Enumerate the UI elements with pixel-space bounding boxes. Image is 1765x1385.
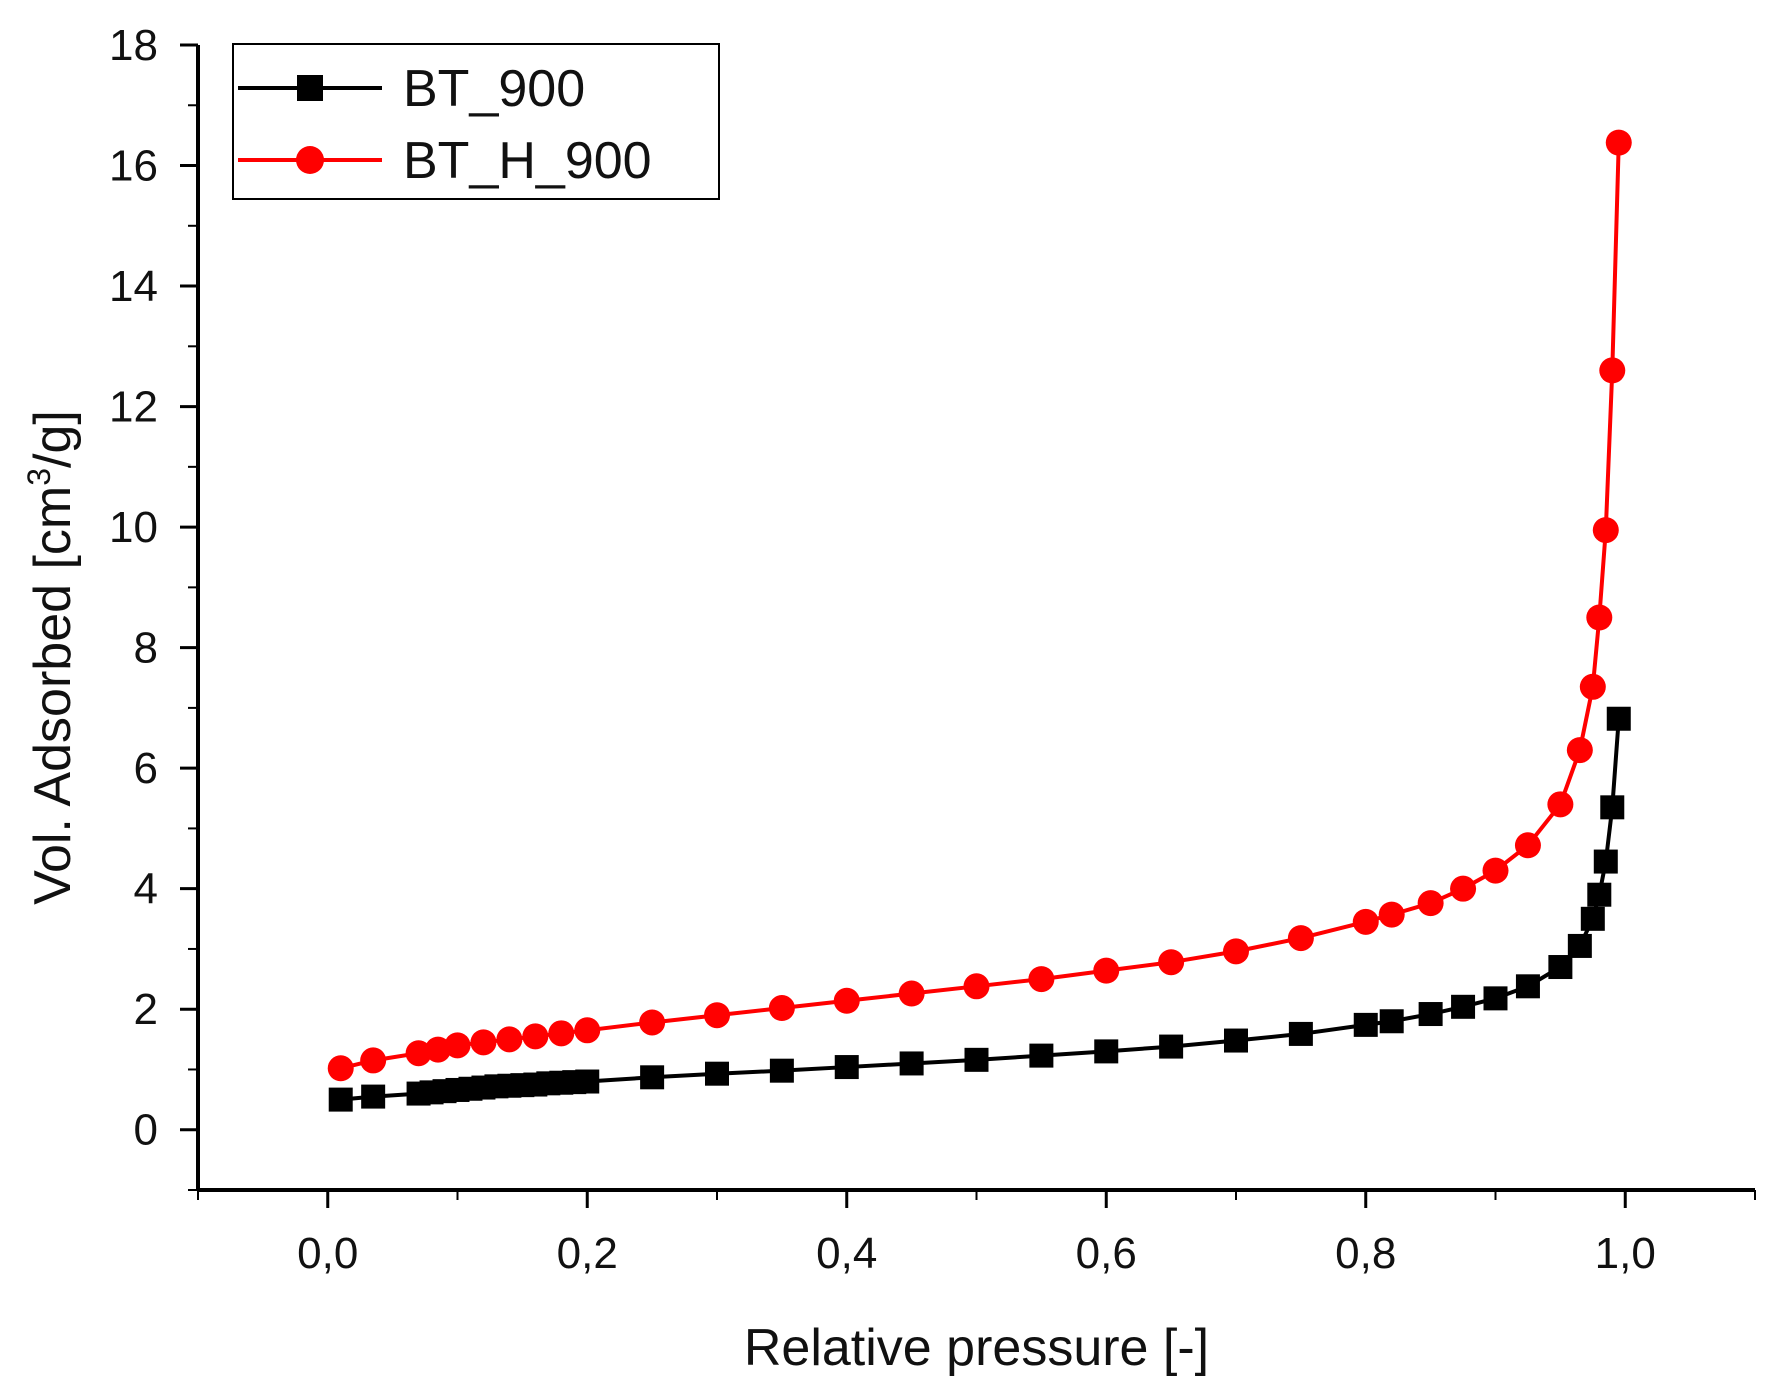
series-bt-h-900 bbox=[327, 129, 1632, 1082]
legend-label-bt-h-900: BT_H_900 bbox=[403, 132, 652, 190]
data-point bbox=[1580, 906, 1605, 931]
legend-marker-bt-h-900 bbox=[296, 146, 324, 174]
data-point bbox=[1566, 737, 1593, 764]
data-point bbox=[1483, 986, 1508, 1011]
y-tick-label: 8 bbox=[134, 624, 158, 673]
y-tick-label: 12 bbox=[109, 383, 158, 432]
legend: BT_900 BT_H_900 bbox=[232, 43, 720, 200]
y-axis-title-tail: /g] bbox=[24, 410, 82, 468]
data-point bbox=[768, 995, 795, 1022]
data-point bbox=[360, 1047, 387, 1074]
y-tick-label: 16 bbox=[109, 142, 158, 191]
data-point bbox=[639, 1009, 666, 1036]
x-tick-label: 1,0 bbox=[1595, 1229, 1656, 1278]
legend-label-bt-900: BT_900 bbox=[403, 60, 585, 118]
data-point bbox=[1547, 791, 1574, 818]
data-point bbox=[1586, 604, 1613, 631]
x-tick-label: 0,6 bbox=[1076, 1229, 1137, 1278]
y-tick-label: 10 bbox=[109, 503, 158, 552]
data-point bbox=[640, 1065, 665, 1090]
data-point bbox=[496, 1026, 523, 1053]
y-tick-label: 6 bbox=[134, 744, 158, 793]
data-point bbox=[1548, 955, 1573, 980]
data-point bbox=[1093, 957, 1120, 984]
data-point bbox=[1514, 832, 1541, 859]
data-point bbox=[444, 1032, 471, 1059]
data-point bbox=[1606, 706, 1631, 731]
data-point bbox=[1515, 974, 1540, 999]
data-point bbox=[1450, 875, 1477, 902]
data-point bbox=[1287, 925, 1314, 952]
data-point bbox=[1587, 882, 1612, 907]
data-point bbox=[1028, 966, 1055, 993]
data-point bbox=[833, 987, 860, 1014]
axis-ticks bbox=[180, 43, 1756, 1208]
data-point bbox=[1482, 857, 1509, 884]
data-point bbox=[1592, 517, 1619, 544]
data-point bbox=[705, 1061, 729, 1086]
data-point bbox=[1599, 357, 1626, 384]
y-axis-title-superscript: 3 bbox=[21, 468, 57, 486]
data-point bbox=[575, 1069, 600, 1094]
data-point bbox=[1353, 1012, 1378, 1037]
data-point bbox=[1417, 890, 1444, 917]
data-point bbox=[425, 1036, 452, 1063]
data-point bbox=[898, 980, 925, 1007]
data-point bbox=[1378, 901, 1405, 928]
data-point bbox=[1094, 1039, 1119, 1064]
y-tick-label: 0 bbox=[134, 1106, 158, 1155]
x-tick-label: 0,0 bbox=[297, 1229, 358, 1278]
data-point bbox=[964, 1047, 989, 1072]
data-point bbox=[328, 1087, 353, 1112]
x-tick-label: 0,4 bbox=[816, 1229, 877, 1278]
data-point bbox=[1288, 1021, 1313, 1046]
data-point bbox=[1418, 1002, 1443, 1027]
data-point bbox=[1029, 1043, 1054, 1068]
data-point bbox=[1451, 994, 1476, 1019]
y-tick-label: 2 bbox=[134, 985, 158, 1034]
data-point bbox=[899, 1051, 924, 1076]
data-point bbox=[769, 1058, 794, 1083]
data-point bbox=[704, 1002, 730, 1029]
axis-tick-labels: 0 2 4 6 8 10 12 14 16 18 0,0 0,2 0,4 0,6 0,8 1,0 bbox=[109, 21, 1656, 1278]
series-bt-900 bbox=[328, 706, 1631, 1112]
data-point bbox=[405, 1040, 432, 1067]
legend-marker-bt-900 bbox=[297, 75, 323, 101]
data-point bbox=[1600, 795, 1625, 820]
y-tick-label: 14 bbox=[109, 262, 158, 311]
data-point bbox=[574, 1017, 601, 1044]
data-point bbox=[1224, 1028, 1248, 1053]
data-point bbox=[548, 1020, 575, 1047]
x-axis-title: Relative pressure [-] bbox=[744, 1319, 1209, 1377]
data-point bbox=[1605, 129, 1632, 156]
data-point bbox=[1593, 849, 1618, 874]
data-point bbox=[470, 1029, 497, 1056]
data-point bbox=[361, 1084, 386, 1109]
data-point bbox=[1352, 908, 1379, 935]
x-tick-label: 0,8 bbox=[1335, 1229, 1396, 1278]
data-point bbox=[1158, 949, 1185, 976]
data-point bbox=[327, 1055, 354, 1082]
data-point bbox=[1379, 1009, 1404, 1034]
data-point bbox=[522, 1023, 549, 1050]
data-point bbox=[1159, 1034, 1184, 1059]
series-layer bbox=[327, 129, 1632, 1112]
data-point bbox=[1223, 938, 1249, 965]
y-axis-title: Vol. Adsorbed [cm3/g] bbox=[21, 410, 82, 905]
data-point bbox=[834, 1055, 859, 1080]
data-point bbox=[963, 973, 990, 1000]
x-tick-label: 0,2 bbox=[557, 1229, 618, 1278]
y-tick-label: 4 bbox=[134, 865, 158, 914]
y-tick-label: 18 bbox=[109, 21, 158, 70]
series-line bbox=[340, 142, 1621, 1071]
y-axis-title-main: Vol. Adsorbed [cm bbox=[24, 486, 82, 905]
data-point bbox=[1579, 673, 1606, 700]
data-point bbox=[1567, 933, 1592, 958]
